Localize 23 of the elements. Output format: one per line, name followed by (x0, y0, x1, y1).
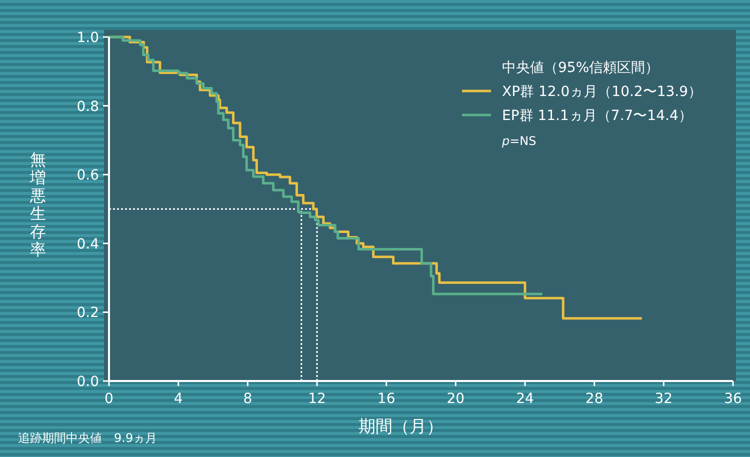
x-tick-label: 24 (516, 391, 534, 407)
x-tick-label: 36 (724, 391, 742, 407)
legend-title: 中央値（95%信頼区間） (502, 60, 660, 76)
x-tick-label: 4 (174, 391, 183, 407)
legend-label: EP群 11.1ヵ月（7.7〜14.4） (502, 108, 692, 124)
x-tick-label: 28 (585, 391, 604, 407)
x-tick-label: 20 (446, 391, 465, 407)
y-tick-label: 0.8 (76, 98, 99, 115)
y-axis-title: 無増悪生存率 (29, 150, 46, 259)
y-tick-label: 1.0 (76, 30, 99, 46)
legend-label: XP群 12.0ヵ月（10.2〜13.9） (502, 84, 702, 100)
annotation: p=NS (501, 134, 536, 148)
x-axis-title: 期間（月） (358, 417, 444, 437)
y-tick-label: 0.2 (76, 305, 99, 322)
y-tick-label: 0.6 (76, 168, 100, 184)
x-tick-label: 32 (654, 391, 673, 407)
x-tick-label: 8 (243, 391, 252, 407)
text: 追跡期間中央値 9.9ヵ月 (18, 431, 158, 445)
y-tick-label: 0.4 (76, 236, 100, 252)
y-tick-label: 0.0 (76, 374, 99, 390)
x-tick-label: 12 (308, 391, 326, 407)
x-tick-label: 0 (104, 391, 114, 407)
x-tick-label: 16 (377, 391, 396, 407)
